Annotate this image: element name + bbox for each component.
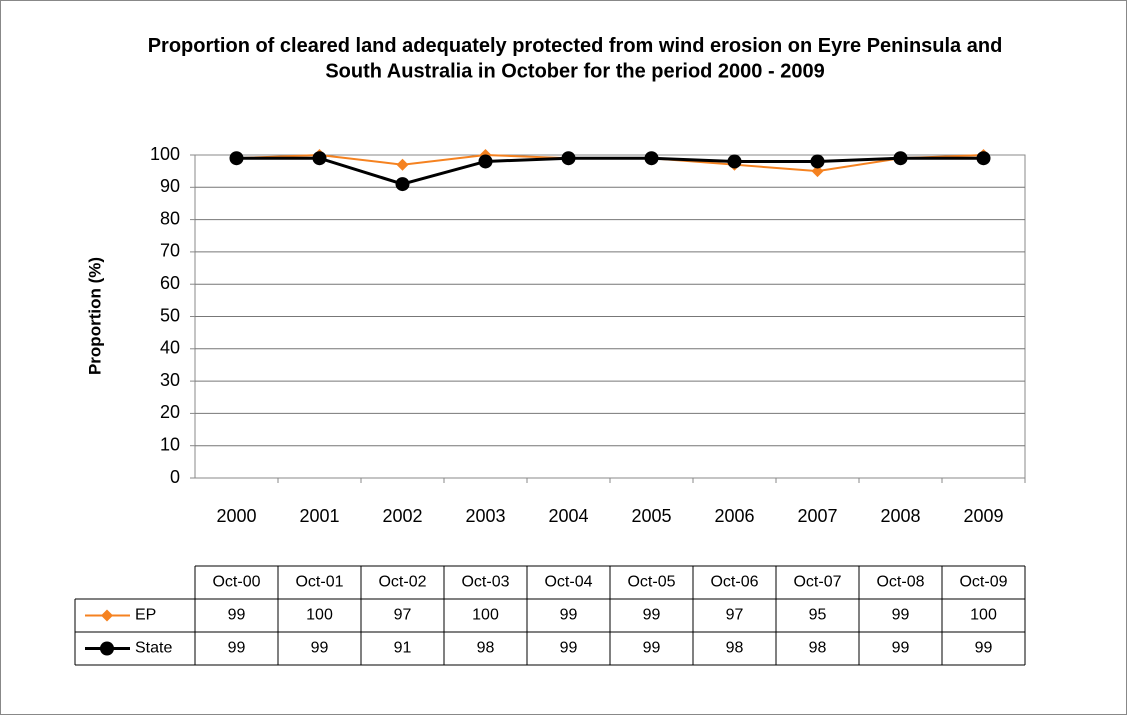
y-tick-label: 70	[160, 241, 180, 261]
chart-title: Proportion of cleared land adequately pr…	[148, 35, 1003, 83]
data-point	[478, 154, 493, 169]
table-cell: 99	[560, 607, 578, 624]
table-header: Oct-03	[461, 574, 509, 591]
y-tick-label: 40	[160, 338, 180, 358]
table-cell: 99	[892, 607, 910, 624]
x-tick-label: 2002	[382, 506, 422, 526]
data-point	[229, 151, 244, 166]
table-cell: 98	[726, 640, 744, 657]
data-point	[810, 154, 825, 169]
data-point	[395, 177, 410, 192]
table-cell: 100	[970, 607, 997, 624]
table-cell: 99	[892, 640, 910, 657]
x-tick-label: 2007	[797, 506, 837, 526]
table-cell: 99	[228, 640, 246, 657]
x-tick-label: 2004	[548, 506, 588, 526]
x-tick-label: 2006	[714, 506, 754, 526]
y-tick-label: 30	[160, 370, 180, 390]
table-header: Oct-01	[295, 574, 343, 591]
data-point	[312, 151, 327, 166]
data-point	[976, 151, 991, 166]
y-tick-label: 0	[170, 467, 180, 487]
x-tick-label: 2009	[963, 506, 1003, 526]
table-cell: 99	[643, 640, 661, 657]
table-cell: 99	[311, 640, 329, 657]
table-cell: 91	[394, 640, 412, 657]
x-tick-label: 2008	[880, 506, 920, 526]
legend-marker	[101, 609, 113, 622]
y-tick-label: 50	[160, 305, 180, 325]
table-header: Oct-04	[544, 574, 592, 591]
table-cell: 99	[643, 607, 661, 624]
table-header: Oct-09	[959, 574, 1007, 591]
table-cell: 99	[975, 640, 993, 657]
data-point	[893, 151, 908, 166]
y-tick-label: 60	[160, 273, 180, 293]
x-tick-label: 2000	[216, 506, 256, 526]
y-tick-label: 90	[160, 176, 180, 196]
y-axis-label: Proportion (%)	[85, 257, 104, 375]
table-cell: 98	[477, 640, 495, 657]
table-cell: 97	[394, 607, 412, 624]
table-cell: 95	[809, 607, 827, 624]
legend-marker	[100, 641, 114, 656]
x-tick-label: 2003	[465, 506, 505, 526]
y-tick-label: 20	[160, 402, 180, 422]
data-point	[727, 154, 742, 169]
table-cell: 99	[228, 607, 246, 624]
table-header: Oct-00	[212, 574, 260, 591]
table-cell: 97	[726, 607, 744, 624]
table-header: Oct-06	[710, 574, 758, 591]
y-tick-label: 100	[150, 144, 180, 164]
y-tick-label: 10	[160, 434, 180, 454]
legend-label: EP	[135, 607, 156, 624]
x-tick-label: 2005	[631, 506, 671, 526]
table-header: Oct-02	[378, 574, 426, 591]
table-cell: 98	[809, 640, 827, 657]
table-cell: 100	[472, 607, 499, 624]
data-point	[811, 165, 824, 178]
y-tick-label: 80	[160, 208, 180, 228]
table-cell: 100	[306, 607, 333, 624]
x-tick-label: 2001	[299, 506, 339, 526]
table-header: Oct-07	[793, 574, 841, 591]
table-header: Oct-05	[627, 574, 675, 591]
data-point	[561, 151, 576, 166]
legend-label: State	[135, 640, 172, 657]
table-cell: 99	[560, 640, 578, 657]
table-header: Oct-08	[876, 574, 924, 591]
series-line	[236, 156, 984, 186]
data-point	[396, 158, 409, 171]
data-point	[644, 151, 659, 166]
